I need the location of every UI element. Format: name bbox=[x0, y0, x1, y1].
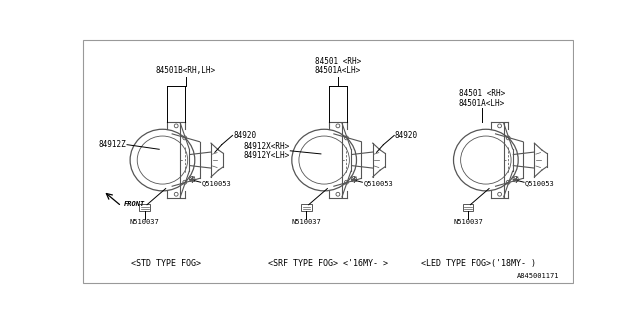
Text: 84912Z: 84912Z bbox=[99, 140, 126, 149]
Text: FRONT: FRONT bbox=[124, 201, 145, 207]
Text: 84501B<RH,LH>: 84501B<RH,LH> bbox=[156, 66, 216, 75]
Text: Q510053: Q510053 bbox=[363, 180, 393, 186]
Text: 84501 <RH>: 84501 <RH> bbox=[459, 89, 505, 98]
Text: 84501A<LH>: 84501A<LH> bbox=[315, 66, 361, 75]
Text: N510037: N510037 bbox=[291, 219, 321, 225]
Text: A845001171: A845001171 bbox=[516, 273, 559, 278]
Text: Q510053: Q510053 bbox=[525, 180, 555, 186]
Text: 84920: 84920 bbox=[395, 131, 418, 140]
Text: 84920: 84920 bbox=[234, 131, 257, 140]
Text: Q510053: Q510053 bbox=[202, 180, 231, 186]
Text: 84912Y<LH>: 84912Y<LH> bbox=[243, 151, 289, 160]
Text: <STD TYPE FOG>: <STD TYPE FOG> bbox=[131, 259, 202, 268]
Text: <LED TYPE FOG>('18MY- ): <LED TYPE FOG>('18MY- ) bbox=[420, 259, 536, 268]
Text: 84501A<LH>: 84501A<LH> bbox=[459, 99, 505, 108]
Text: <SRF TYPE FOG> <'16MY- >: <SRF TYPE FOG> <'16MY- > bbox=[268, 259, 388, 268]
Text: N510037: N510037 bbox=[453, 219, 483, 225]
Text: 84501 <RH>: 84501 <RH> bbox=[315, 57, 361, 66]
Text: 84912X<RH>: 84912X<RH> bbox=[243, 142, 289, 151]
Text: N510037: N510037 bbox=[130, 219, 159, 225]
